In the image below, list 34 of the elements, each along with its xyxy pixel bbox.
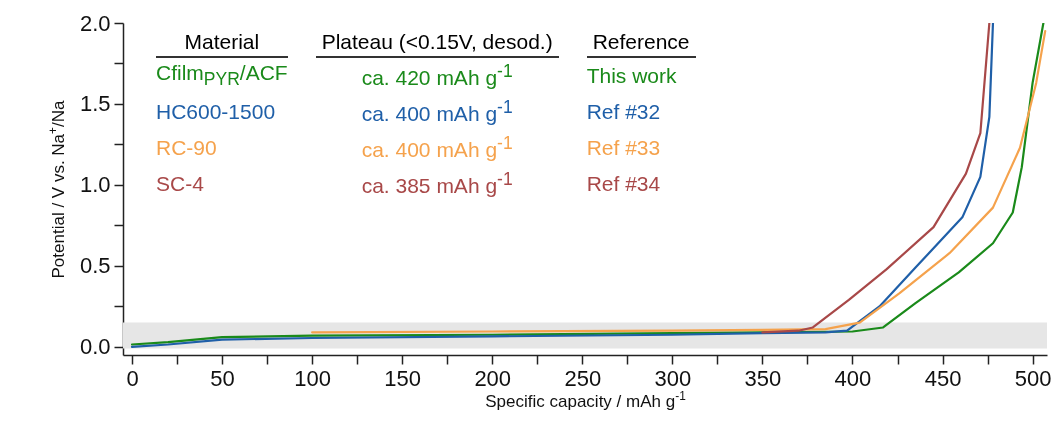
text: RC-90 — [156, 134, 218, 161]
x-tick-label: 50 — [210, 365, 235, 391]
x-axis-title: Specific capacity / mAh g$^{-1}$ — [485, 388, 687, 411]
x-tick-label: 300 — [654, 365, 692, 391]
annotation: Plateau (<0.15V, desod.) — [315, 30, 559, 58]
annotation: Ref #32 — [586, 98, 662, 125]
y-tick-label: 2.0 — [79, 10, 111, 36]
x-tick-label: 350 — [744, 365, 782, 391]
legend-title: Material — [156, 30, 288, 58]
x-tick-label: 450 — [924, 365, 962, 391]
line-series — [311, 30, 1047, 334]
annotation: ca. 400 mAh g$^{-1}$ — [360, 96, 514, 128]
y-tick-label: 1.5 — [79, 91, 111, 117]
x-tick-label: 200 — [474, 365, 512, 391]
annotation: ca. 420 mAh g$^{-1}$ — [360, 60, 514, 92]
x-tick-label: 0 — [126, 365, 139, 391]
text: SC-4 — [156, 170, 205, 197]
line-series — [761, 23, 991, 334]
annotation: Reference — [586, 30, 696, 58]
annotation: ca. 400 mAh g$^{-1}$ — [360, 132, 514, 164]
y-tick-label: 0.0 — [79, 334, 111, 360]
text: HC600-1500 — [156, 98, 277, 125]
annotation: Ref #34 — [586, 170, 662, 197]
y-tick-label: 0.5 — [79, 253, 111, 279]
x-tick-label: 400 — [834, 365, 872, 391]
x-tick-label: 250 — [564, 365, 602, 391]
y-tick-label: 1.0 — [79, 172, 111, 198]
x-tick-label: 100 — [294, 365, 331, 391]
annotation: This work — [586, 62, 678, 89]
text: Cfilm$_{PYR}$/ACF — [156, 60, 288, 92]
x-tick-label: 150 — [384, 365, 422, 391]
annotation: ca. 385 mAh g$^{-1}$ — [360, 168, 514, 200]
annotation: Ref #33 — [586, 134, 662, 161]
x-tick-label: 500 — [1014, 365, 1052, 391]
